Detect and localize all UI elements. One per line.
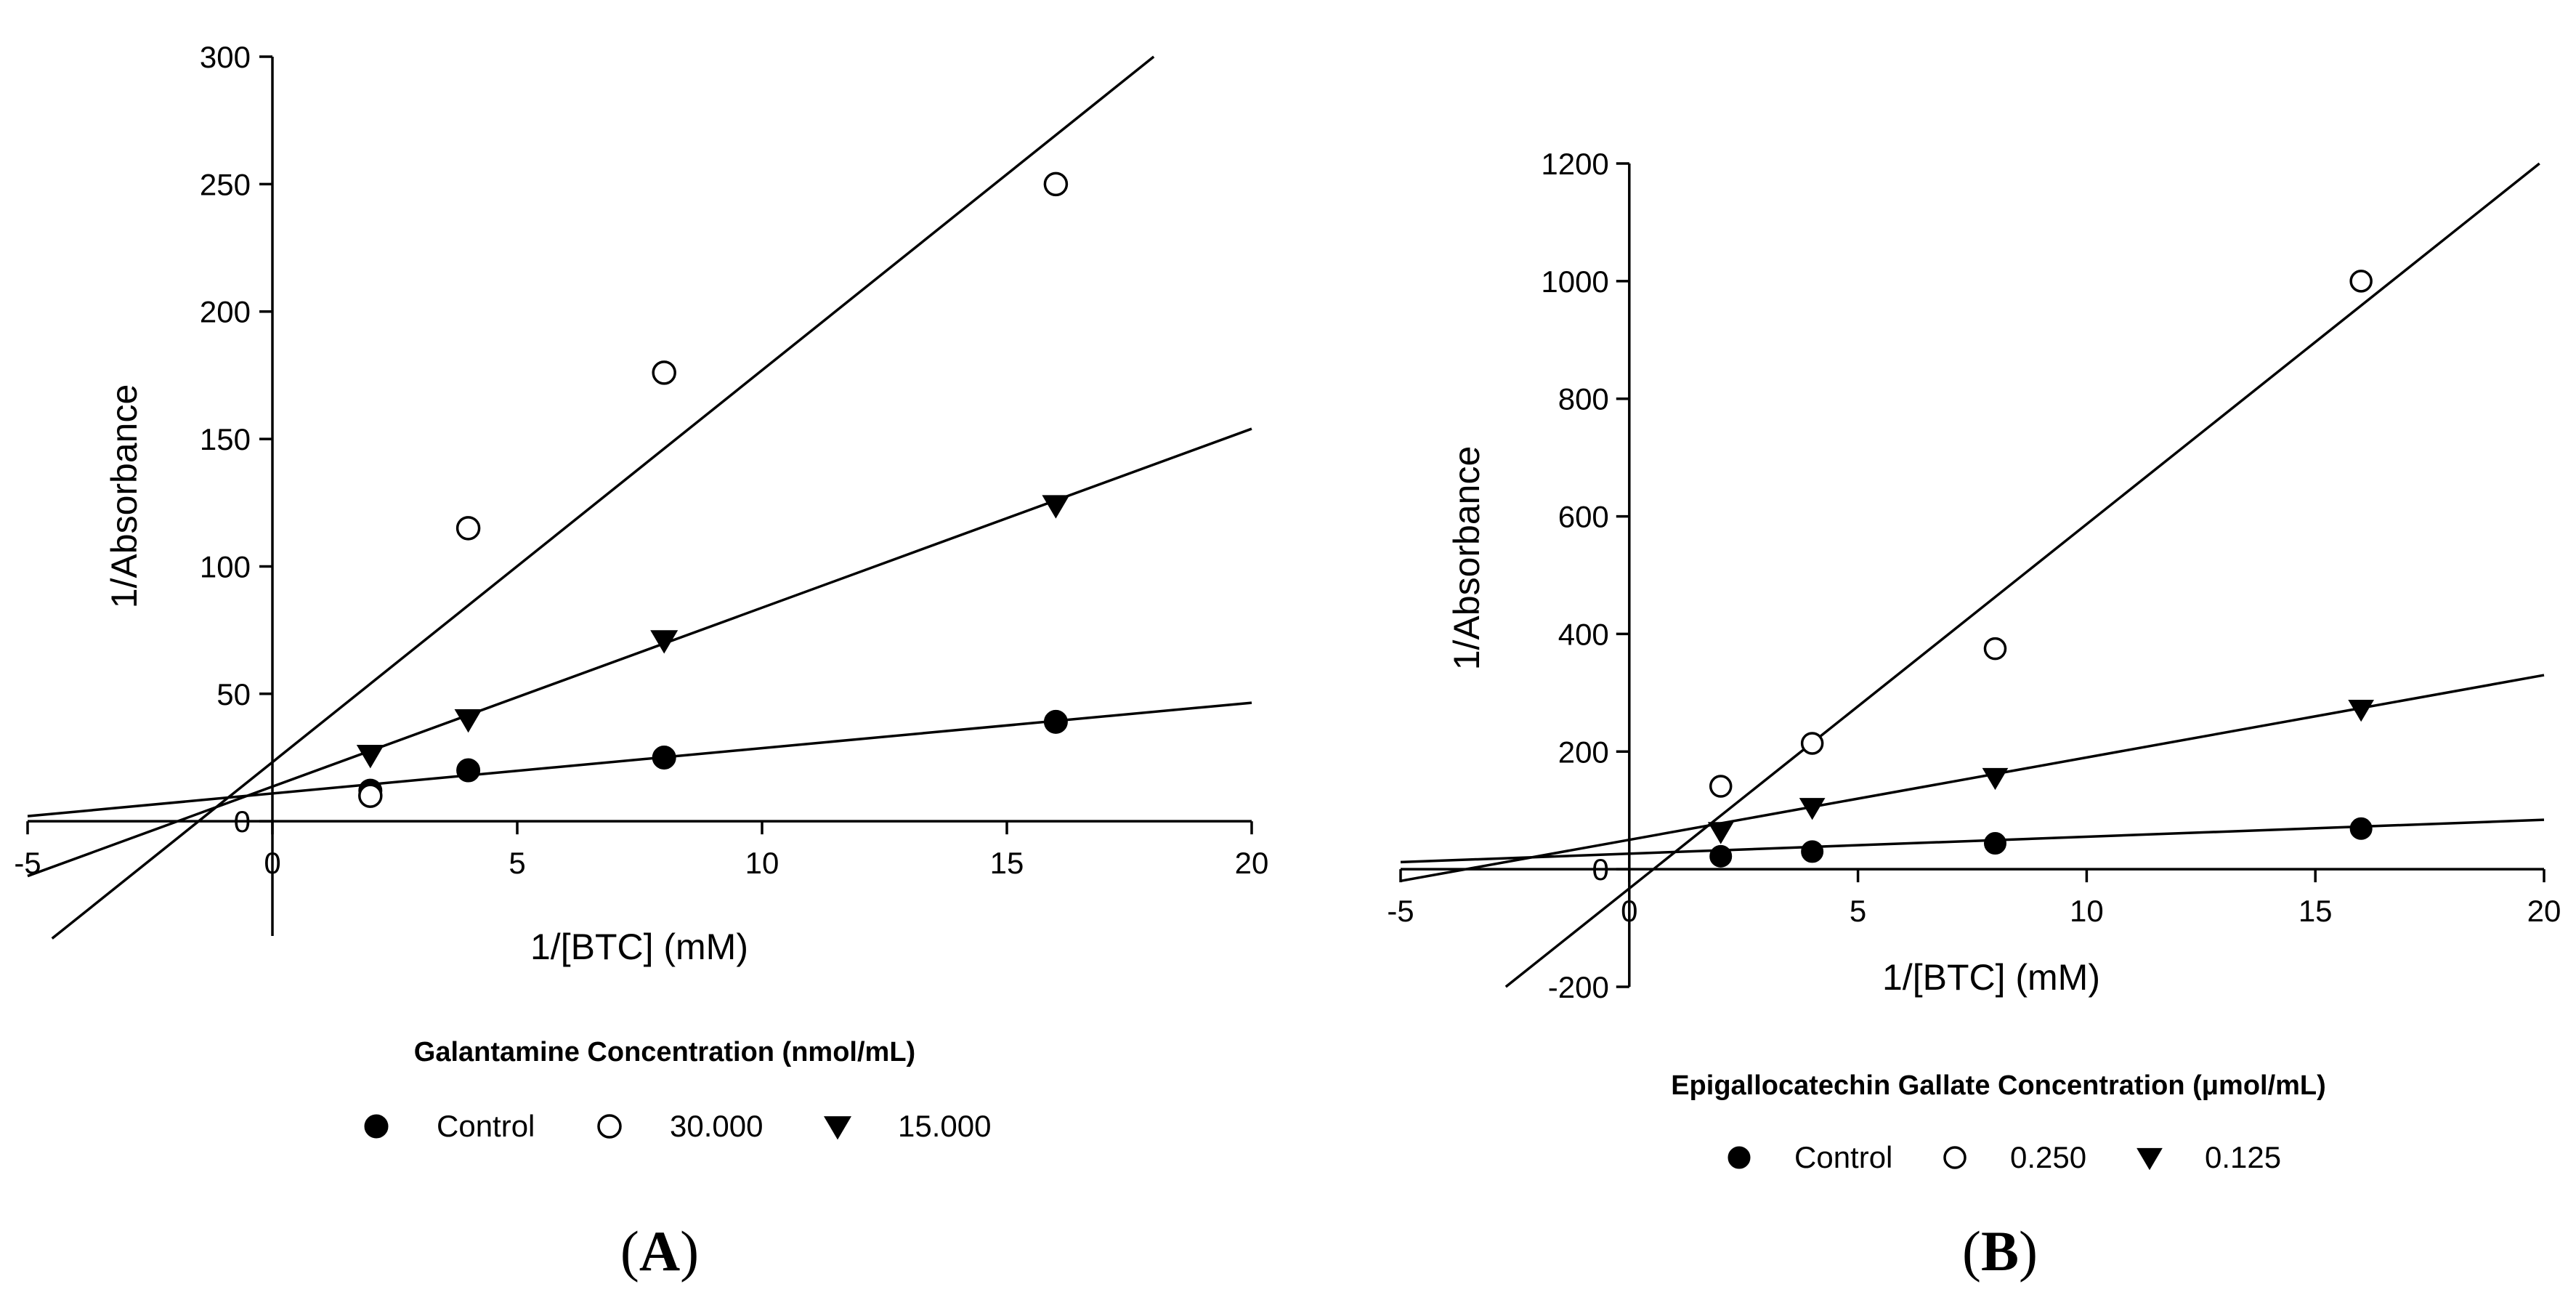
data-point bbox=[1983, 637, 2007, 661]
data-point bbox=[1983, 832, 2006, 855]
series-control bbox=[1400, 817, 2545, 868]
y-tick-label: 0 bbox=[234, 804, 251, 839]
data-point bbox=[356, 745, 384, 769]
y-tick-label: 200 bbox=[200, 295, 251, 329]
data-point bbox=[1043, 709, 1068, 734]
data-point bbox=[454, 709, 482, 733]
data-point bbox=[1043, 171, 1069, 197]
legend-label: Control bbox=[1794, 1140, 1892, 1174]
regression-line bbox=[1504, 162, 2540, 988]
data-point bbox=[652, 360, 676, 385]
legend-marker bbox=[597, 1114, 622, 1139]
x-tick-label: -5 bbox=[14, 846, 41, 880]
legend-marker bbox=[1728, 1146, 1751, 1169]
y-tick-label: -200 bbox=[1548, 970, 1609, 1004]
y-tick-label: 0 bbox=[1592, 852, 1608, 887]
y-tick-label: 1000 bbox=[1541, 265, 1608, 299]
data-point bbox=[456, 758, 481, 783]
legend-title: Epigallocatechin Gallate Concentration (… bbox=[1671, 1070, 2326, 1101]
y-axis-title: 1/Absorbance bbox=[1446, 446, 1487, 671]
series-30-000 bbox=[51, 55, 1155, 940]
legend-title: Galantamine Concentration (nmol/mL) bbox=[414, 1037, 915, 1067]
legend-label: 15.000 bbox=[898, 1109, 991, 1143]
x-tick-label: 0 bbox=[1621, 894, 1637, 928]
data-point bbox=[1042, 495, 1070, 519]
x-tick-label: -5 bbox=[1387, 894, 1414, 928]
y-axis-title: 1/Absorbance bbox=[104, 384, 145, 609]
panel-label: (A) bbox=[620, 1219, 699, 1283]
data-point bbox=[1707, 822, 1734, 844]
data-point bbox=[2348, 699, 2375, 722]
y-tick-label: 600 bbox=[1558, 500, 1609, 534]
legend-label: 0.125 bbox=[2205, 1140, 2281, 1174]
legend-label: Control bbox=[437, 1109, 535, 1143]
x-tick-label: 20 bbox=[1235, 846, 1269, 880]
x-tick-label: 20 bbox=[2527, 894, 2561, 928]
y-tick-label: 250 bbox=[200, 167, 251, 201]
x-tick-label: 0 bbox=[264, 846, 280, 880]
regression-line bbox=[27, 701, 1252, 818]
data-point bbox=[455, 516, 481, 541]
y-tick-label: 1200 bbox=[1541, 147, 1608, 181]
x-tick-label: 5 bbox=[1850, 894, 1866, 928]
x-tick-label: 10 bbox=[2070, 894, 2104, 928]
legend-label: 0.250 bbox=[2010, 1140, 2086, 1174]
regression-line bbox=[1400, 674, 2545, 883]
data-point bbox=[652, 745, 676, 770]
y-tick-label: 100 bbox=[200, 549, 251, 584]
legend-marker bbox=[2136, 1147, 2163, 1171]
legend-marker bbox=[824, 1116, 851, 1140]
x-tick-label: 15 bbox=[990, 846, 1024, 880]
x-axis-title: 1/[BTC] (mM) bbox=[530, 927, 748, 967]
y-tick-label: 300 bbox=[200, 40, 251, 74]
regression-line bbox=[1400, 818, 2545, 864]
data-point bbox=[1801, 840, 1824, 863]
series-0-125 bbox=[1400, 674, 2545, 883]
series-0-250 bbox=[1504, 162, 2540, 988]
data-point bbox=[1982, 767, 2009, 791]
regression-line bbox=[51, 55, 1155, 940]
data-point bbox=[1709, 775, 1733, 798]
legend-marker bbox=[1943, 1146, 1967, 1169]
data-point bbox=[1800, 732, 1824, 755]
y-tick-label: 800 bbox=[1558, 382, 1609, 416]
data-point bbox=[1799, 798, 1826, 820]
legend: Galantamine Concentration (nmol/mL) Contr… bbox=[364, 1037, 991, 1143]
series-control bbox=[27, 701, 1252, 818]
data-point bbox=[358, 783, 383, 808]
x-tick-label: 15 bbox=[2298, 894, 2333, 928]
series-15-000 bbox=[27, 427, 1252, 878]
legend-marker bbox=[364, 1114, 389, 1139]
data-point bbox=[2349, 817, 2373, 840]
legend: Epigallocatechin Gallate Concentration (… bbox=[1671, 1070, 2326, 1174]
legend-label: 30.000 bbox=[670, 1109, 763, 1143]
data-point bbox=[2349, 270, 2373, 293]
axes: -5 0 5 10 15 20 -200 0 200 400 600 800 1000 1200 bbox=[1387, 147, 2561, 1004]
x-axis-title: 1/[BTC] (mM) bbox=[1882, 957, 2100, 998]
panel-label: (B) bbox=[1962, 1219, 2038, 1283]
data-point bbox=[650, 630, 679, 654]
panel-b: -5 0 5 10 15 20 -200 0 200 400 600 800 1000 1200 1/[BT… bbox=[1387, 147, 2561, 1283]
data-point bbox=[1709, 844, 1733, 868]
y-tick-label: 50 bbox=[216, 677, 251, 711]
y-tick-label: 200 bbox=[1558, 735, 1609, 769]
x-tick-label: 5 bbox=[509, 846, 525, 880]
y-tick-label: 400 bbox=[1558, 617, 1609, 651]
y-tick-label: 150 bbox=[200, 422, 251, 456]
x-tick-label: 10 bbox=[745, 846, 779, 880]
